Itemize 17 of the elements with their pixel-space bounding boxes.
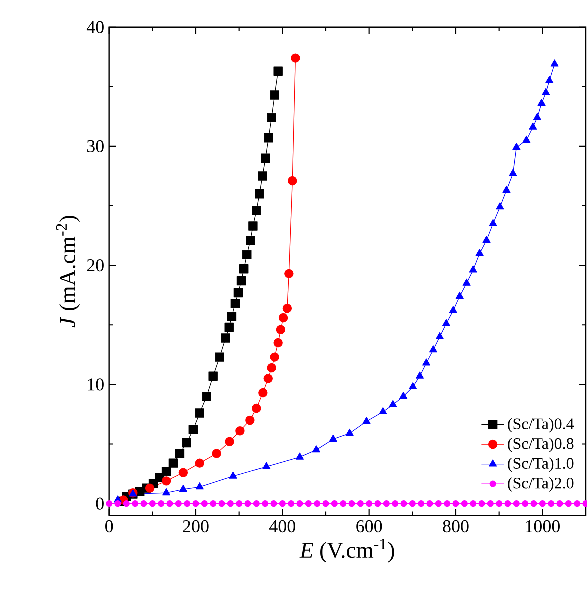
x-axis-title: E (V.cm$^{-1}$) <box>300 539 394 563</box>
legend-label: (Sc/Ta)2.0 <box>508 477 574 492</box>
legend-label: (Sc/Ta)1.0 <box>508 458 574 472</box>
y-tick-label: 10 <box>88 378 104 391</box>
x-tick-label: 400 <box>270 520 296 533</box>
y-tick-label: 0 <box>96 498 104 510</box>
y-tick-label: 20 <box>87 259 104 272</box>
y-axis-title: J (mA.cm$^{-2}$) <box>56 216 80 328</box>
x-tick-label: 200 <box>183 520 209 533</box>
x-tick-label: 600 <box>356 520 382 533</box>
legend-label: (Sc/Ta)0.8 <box>508 438 574 452</box>
x-tick-label: 0 <box>106 520 114 533</box>
y-tick-label: 40 <box>86 21 104 34</box>
x-tick-label: 800 <box>443 520 469 533</box>
y-tick-label: 30 <box>87 140 104 153</box>
x-tick-label: 1000 <box>526 520 560 533</box>
legend-label: (Sc/Ta)0.4 <box>508 418 574 433</box>
